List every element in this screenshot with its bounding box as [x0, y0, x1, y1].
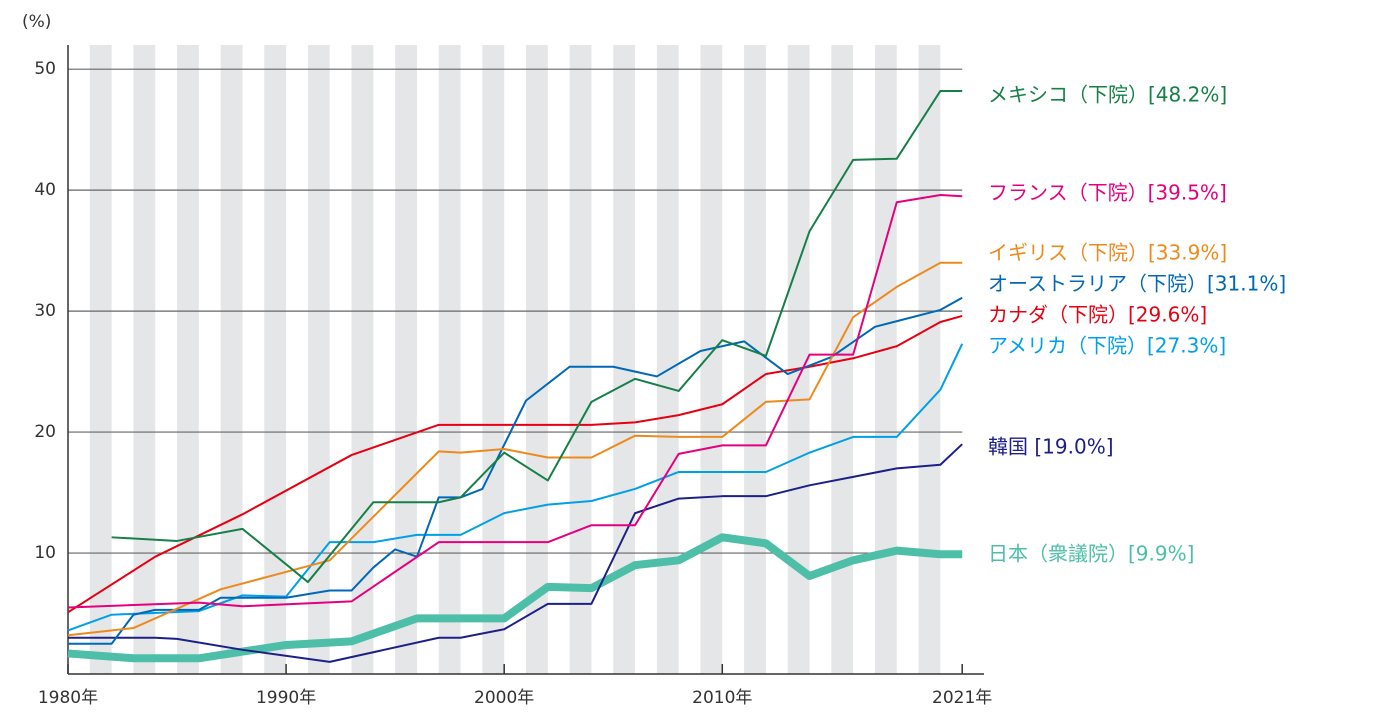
- year-stripe: [569, 45, 592, 674]
- y-tick-label: 30: [34, 301, 56, 321]
- x-tick-label: 1990年: [256, 688, 316, 708]
- year-stripe: [874, 45, 897, 674]
- x-tick-label: 2021年: [932, 688, 992, 708]
- series-line: [68, 443, 963, 663]
- series-line: [67, 533, 963, 663]
- series-label: 韓国 [19.0%]: [988, 435, 1114, 459]
- year-stripe: [395, 45, 417, 674]
- year-stripe: [220, 45, 243, 674]
- year-stripe: [482, 45, 505, 674]
- y-tick-label: 10: [34, 543, 56, 563]
- y-tick-label: 20: [34, 422, 56, 442]
- x-tick-label: 2000年: [474, 688, 534, 708]
- x-tick-label: 2010年: [692, 688, 752, 708]
- year-stripe: [613, 45, 636, 674]
- year-stripe: [177, 45, 199, 674]
- year-stripe: [787, 45, 810, 674]
- year-stripe: [700, 45, 723, 674]
- y-axis-label: (%): [22, 12, 51, 32]
- series-line: [67, 314, 963, 614]
- series-line: [67, 261, 963, 637]
- series-label: カナダ（下院）[29.6%]: [988, 303, 1207, 327]
- series-label: 日本（衆議院）[9.9%]: [988, 542, 1194, 566]
- series-label: メキシコ（下院）[48.2%]: [988, 83, 1227, 107]
- y-tick-label: 40: [34, 180, 56, 200]
- year-stripe: [89, 45, 112, 674]
- year-stripe: [526, 45, 548, 674]
- series-label: アメリカ（下院）[27.3%]: [988, 334, 1226, 358]
- year-stripe: [438, 45, 461, 674]
- year-stripe: [744, 45, 766, 674]
- year-stripe: [918, 45, 941, 674]
- year-stripe: [133, 45, 156, 674]
- series-line: [111, 89, 963, 584]
- series-line: [67, 193, 963, 609]
- year-stripe: [656, 45, 679, 674]
- year-stripe: [264, 45, 287, 674]
- series-label: オーストラリア（下院）[31.1%]: [988, 272, 1286, 296]
- year-stripe: [307, 45, 330, 674]
- series-line: [68, 296, 963, 645]
- series-label: フランス（下院）[39.5%]: [988, 181, 1227, 205]
- series-label: イギリス（下院）[33.9%]: [988, 241, 1227, 265]
- y-tick-label: 50: [34, 59, 56, 79]
- x-tick-label: 1980年: [38, 688, 98, 708]
- series-line: [67, 343, 964, 632]
- year-stripe: [351, 45, 374, 674]
